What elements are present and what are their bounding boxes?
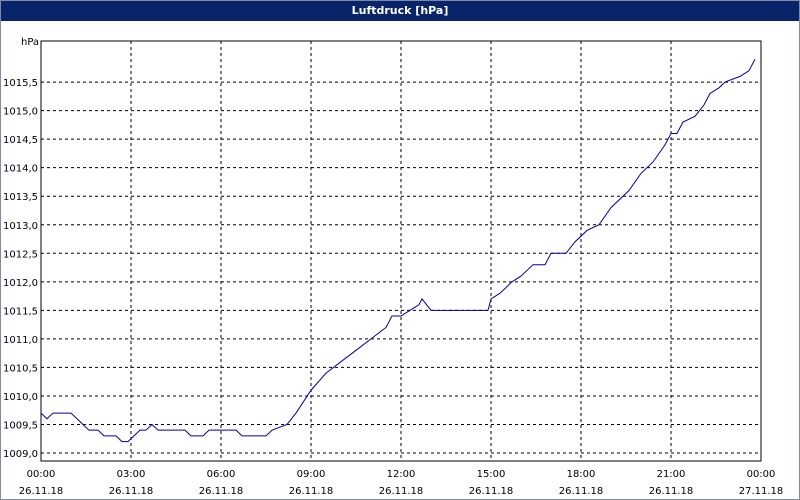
chart: hPa 1009,0 1009,5 1010,0 1010,5 1011,0 1011,5… — [3, 37, 784, 497]
x-tick-label: 26.11.18 — [379, 486, 424, 497]
x-tick-label: 26.11.18 — [469, 486, 514, 497]
x-tick-label: 03:00 — [117, 469, 146, 480]
y-tick-label: 1014,0 — [3, 164, 38, 175]
y-tick-label: 1012,0 — [3, 278, 38, 289]
line — [40, 59, 756, 443]
x-tick-label: 09:00 — [297, 469, 326, 480]
y-tick-label: 1015,0 — [3, 107, 38, 118]
x-tick-label: 26.11.18 — [199, 486, 244, 497]
x-tick-label: 26.11.18 — [109, 486, 154, 497]
y-tick-label: 1015,5 — [3, 78, 38, 89]
y-tick-label: 1011,0 — [3, 335, 38, 346]
x-tick-label: 26.11.18 — [559, 486, 604, 497]
x-tick-label: 00:00 — [747, 469, 776, 480]
y-tick-label: 1013,0 — [3, 221, 38, 232]
x-tick-label: 12:00 — [387, 469, 416, 480]
y-tick-label: 1014,5 — [3, 135, 38, 146]
x-tick-label: 00:00 — [27, 469, 56, 480]
x-tick-label: 26.11.18 — [289, 486, 334, 497]
x-tick-label: 26.11.18 — [19, 486, 64, 497]
y-tick-label: 1013,5 — [3, 192, 38, 203]
y-axis-label: hPa — [21, 37, 39, 48]
x-tick-label: 06:00 — [207, 469, 236, 480]
x-tick-label: 15:00 — [477, 469, 506, 480]
x-tick-label: 26.11.18 — [649, 486, 694, 497]
x-tick-label: 21:00 — [657, 469, 686, 480]
y-tick-label: 1009,5 — [3, 420, 38, 431]
y-tick-label: 1011,5 — [3, 306, 38, 317]
y-tick-label: 1012,5 — [3, 249, 38, 260]
y-tick-label: 1010,0 — [3, 392, 38, 403]
x-tick-label: 27.11.18 — [739, 486, 784, 497]
y-tick-label: 1009,0 — [3, 449, 38, 460]
x-tick-label: 18:00 — [567, 469, 596, 480]
title-bar: Luftdruck [hPa] — [1, 1, 799, 21]
y-tick-label: 1010,5 — [3, 363, 38, 374]
